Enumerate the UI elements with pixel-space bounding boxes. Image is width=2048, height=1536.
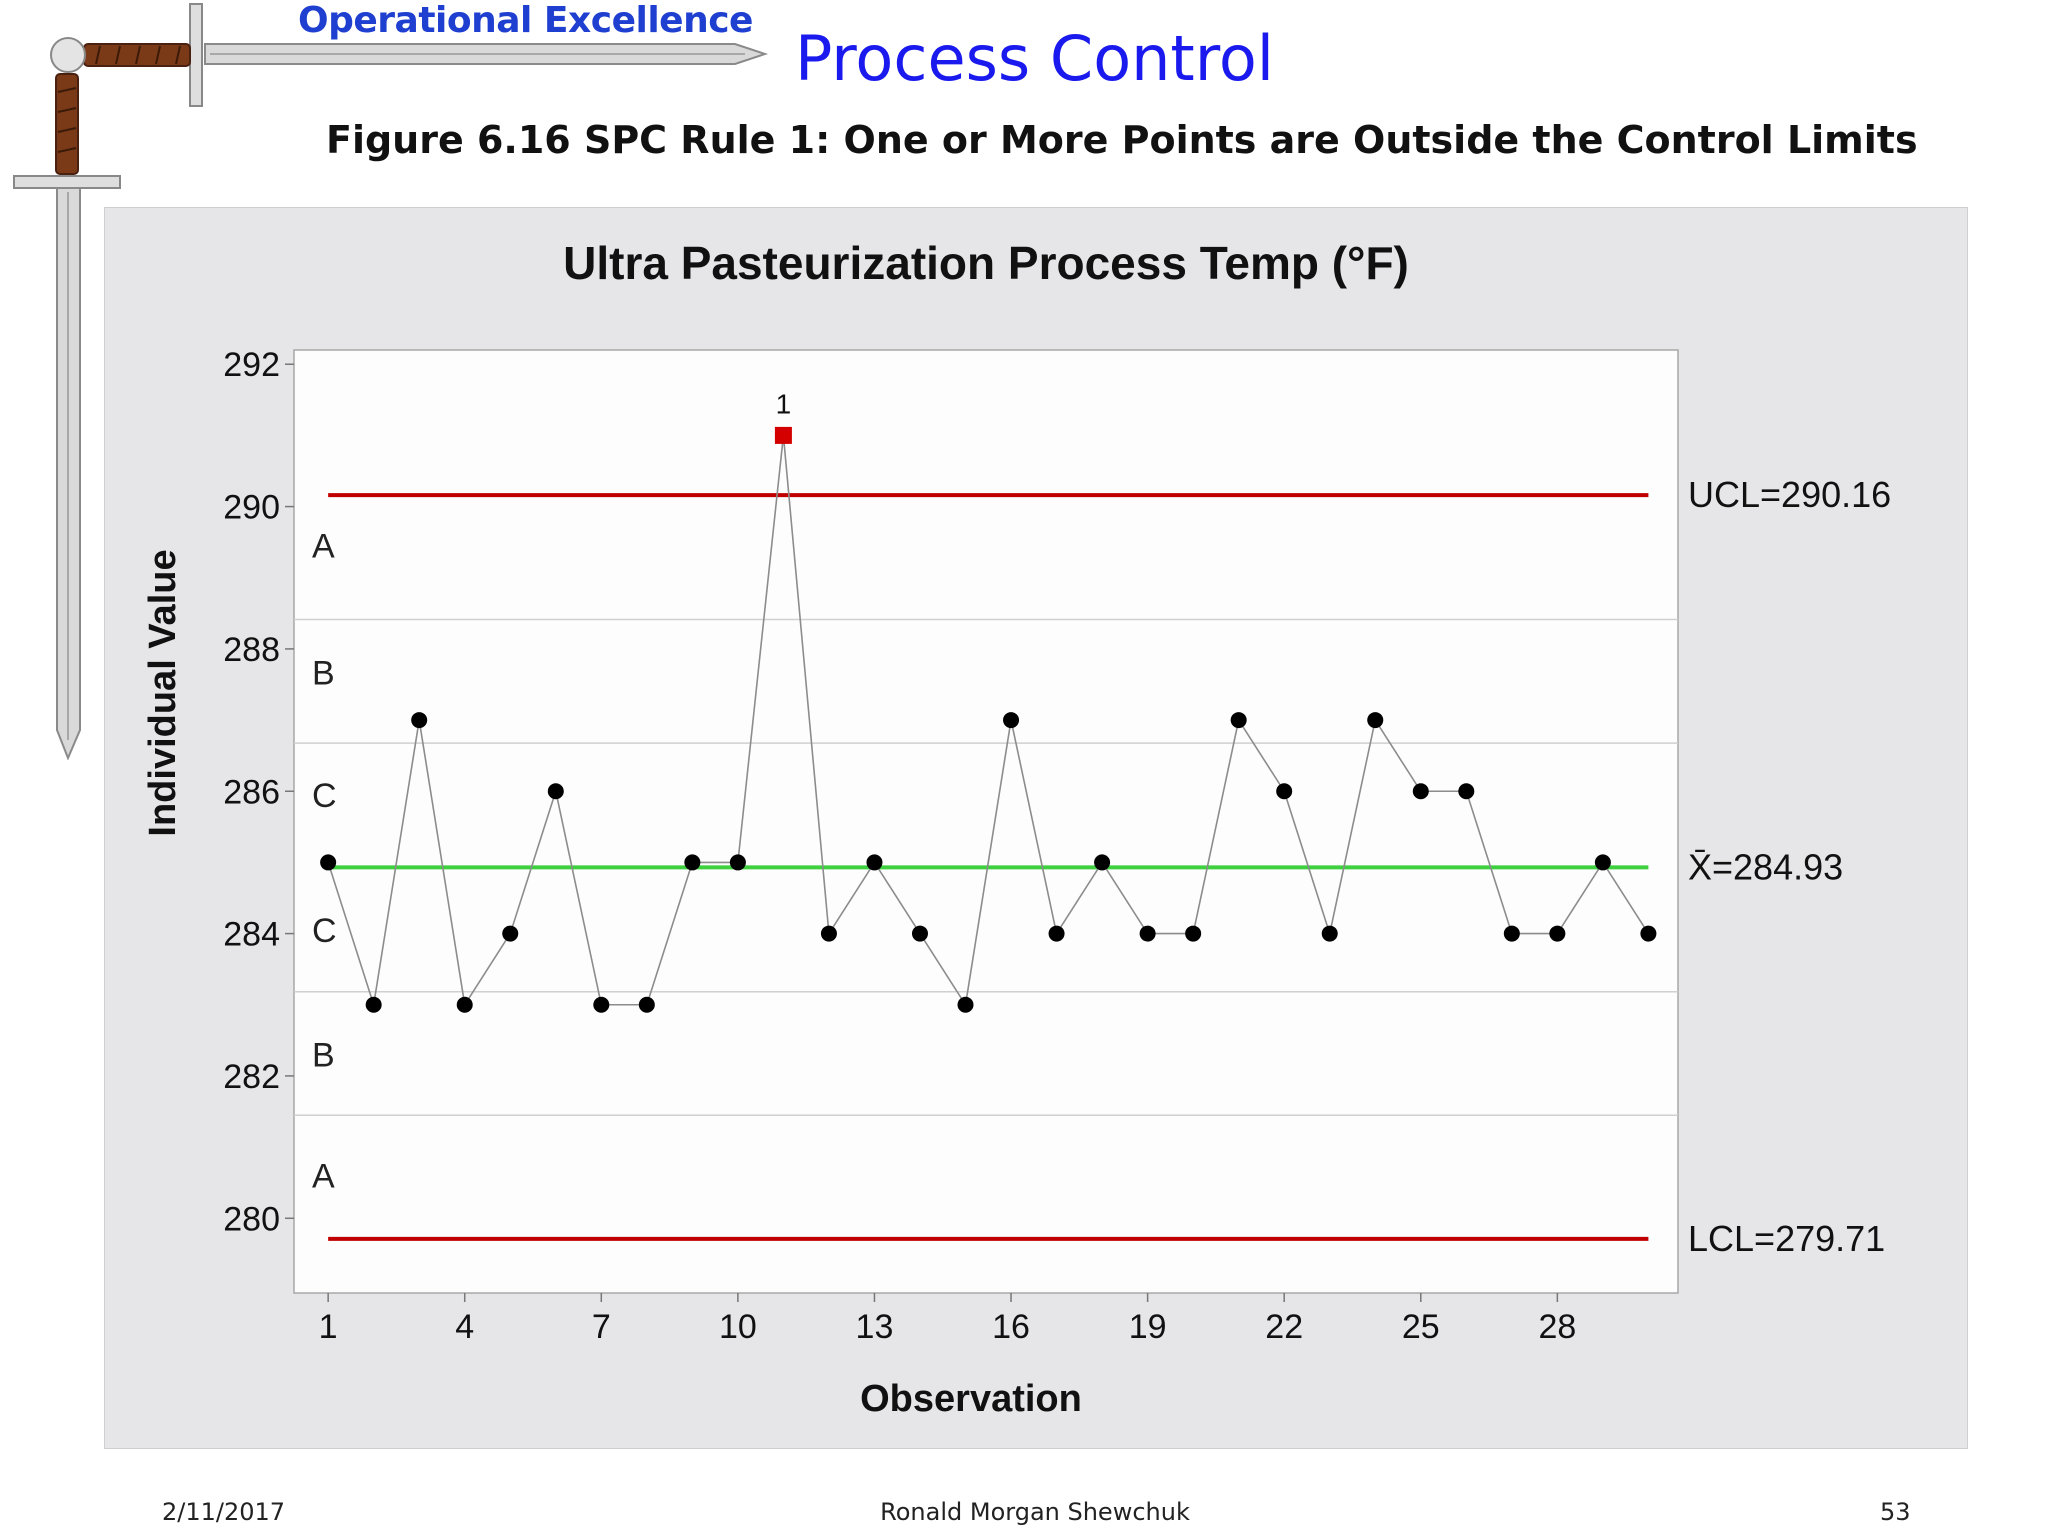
data-point [1230, 712, 1247, 729]
x-tick-label: 19 [1129, 1308, 1167, 1346]
x-tick-label: 16 [992, 1308, 1030, 1346]
lcl-label: LCL=279.71 [1688, 1218, 1885, 1259]
y-tick-label: 286 [223, 773, 280, 811]
data-point [502, 925, 519, 942]
chart-panel: A B C C B A 1 280 282 284 286 288 290 292 1 4 7 10 13 16 1… [104, 207, 1968, 1449]
data-point [820, 925, 837, 942]
data-point [1048, 925, 1065, 942]
data-point [1412, 783, 1429, 800]
plot-area [293, 349, 1679, 1294]
data-point [547, 783, 564, 800]
data-point [1503, 925, 1520, 942]
zone-label: B [312, 654, 335, 692]
data-point [957, 996, 974, 1013]
x-tick-label: 22 [1265, 1308, 1303, 1346]
x-tick-label: 7 [592, 1308, 611, 1346]
data-point [320, 854, 337, 871]
data-point [456, 996, 473, 1013]
y-tick-label: 288 [223, 631, 280, 669]
data-point [638, 996, 655, 1013]
y-tick-label: 284 [223, 916, 280, 954]
data-point [1367, 712, 1384, 729]
data-point [729, 854, 746, 871]
footer-date: 2/11/2017 [162, 1498, 286, 1526]
data-point [1276, 783, 1293, 800]
x-tick-label: 28 [1538, 1308, 1576, 1346]
data-point [911, 925, 928, 942]
data-point [365, 996, 382, 1013]
y-tick-label: 292 [223, 346, 280, 384]
data-point [1003, 712, 1020, 729]
data-point [1458, 783, 1475, 800]
x-tick-label: 13 [856, 1308, 894, 1346]
y-tick-label: 280 [223, 1200, 280, 1238]
data-point [1139, 925, 1156, 942]
data-point [1094, 854, 1111, 871]
zone-label: B [312, 1037, 335, 1075]
data-point [1640, 925, 1657, 942]
zone-label: C [312, 777, 337, 815]
zone-label: A [312, 1158, 335, 1196]
rule-violation-label: 1 [776, 388, 792, 419]
x-axis-label: Observation [860, 1378, 1082, 1420]
center-line-label: X̄=284.93 [1688, 846, 1843, 887]
data-point [1549, 925, 1566, 942]
page-title: Process Control [795, 22, 1275, 95]
x-tick-label: 4 [455, 1308, 474, 1346]
data-point [1594, 854, 1611, 871]
data-point [593, 996, 610, 1013]
data-point [866, 854, 883, 871]
chart-title: Ultra Pasteurization Process Temp (°F) [563, 237, 1409, 289]
data-point [684, 854, 701, 871]
x-tick-label: 10 [719, 1308, 757, 1346]
zone-label: C [312, 912, 337, 950]
zone-label: A [312, 528, 335, 566]
figure-caption: Figure 6.16 SPC Rule 1: One or More Poin… [326, 118, 1918, 162]
y-tick-label: 290 [223, 489, 280, 527]
ucl-label: UCL=290.16 [1688, 474, 1891, 515]
y-axis-label: Individual Value [142, 549, 184, 836]
x-tick-label: 1 [319, 1308, 338, 1346]
sword-icon [13, 3, 769, 760]
brand-title: Operational Excellence [298, 0, 753, 41]
data-point [1321, 925, 1338, 942]
data-point [411, 712, 428, 729]
data-point [1185, 925, 1202, 942]
footer-author: Ronald Morgan Shewchuk [880, 1498, 1190, 1526]
out-of-control-point [774, 426, 792, 444]
page-number: 53 [1880, 1498, 1911, 1526]
control-chart: A B C C B A 1 280 282 284 286 288 290 292 1 4 7 10 13 16 1… [142, 237, 1891, 1420]
x-tick-label: 25 [1402, 1308, 1440, 1346]
y-tick-label: 282 [223, 1058, 280, 1096]
